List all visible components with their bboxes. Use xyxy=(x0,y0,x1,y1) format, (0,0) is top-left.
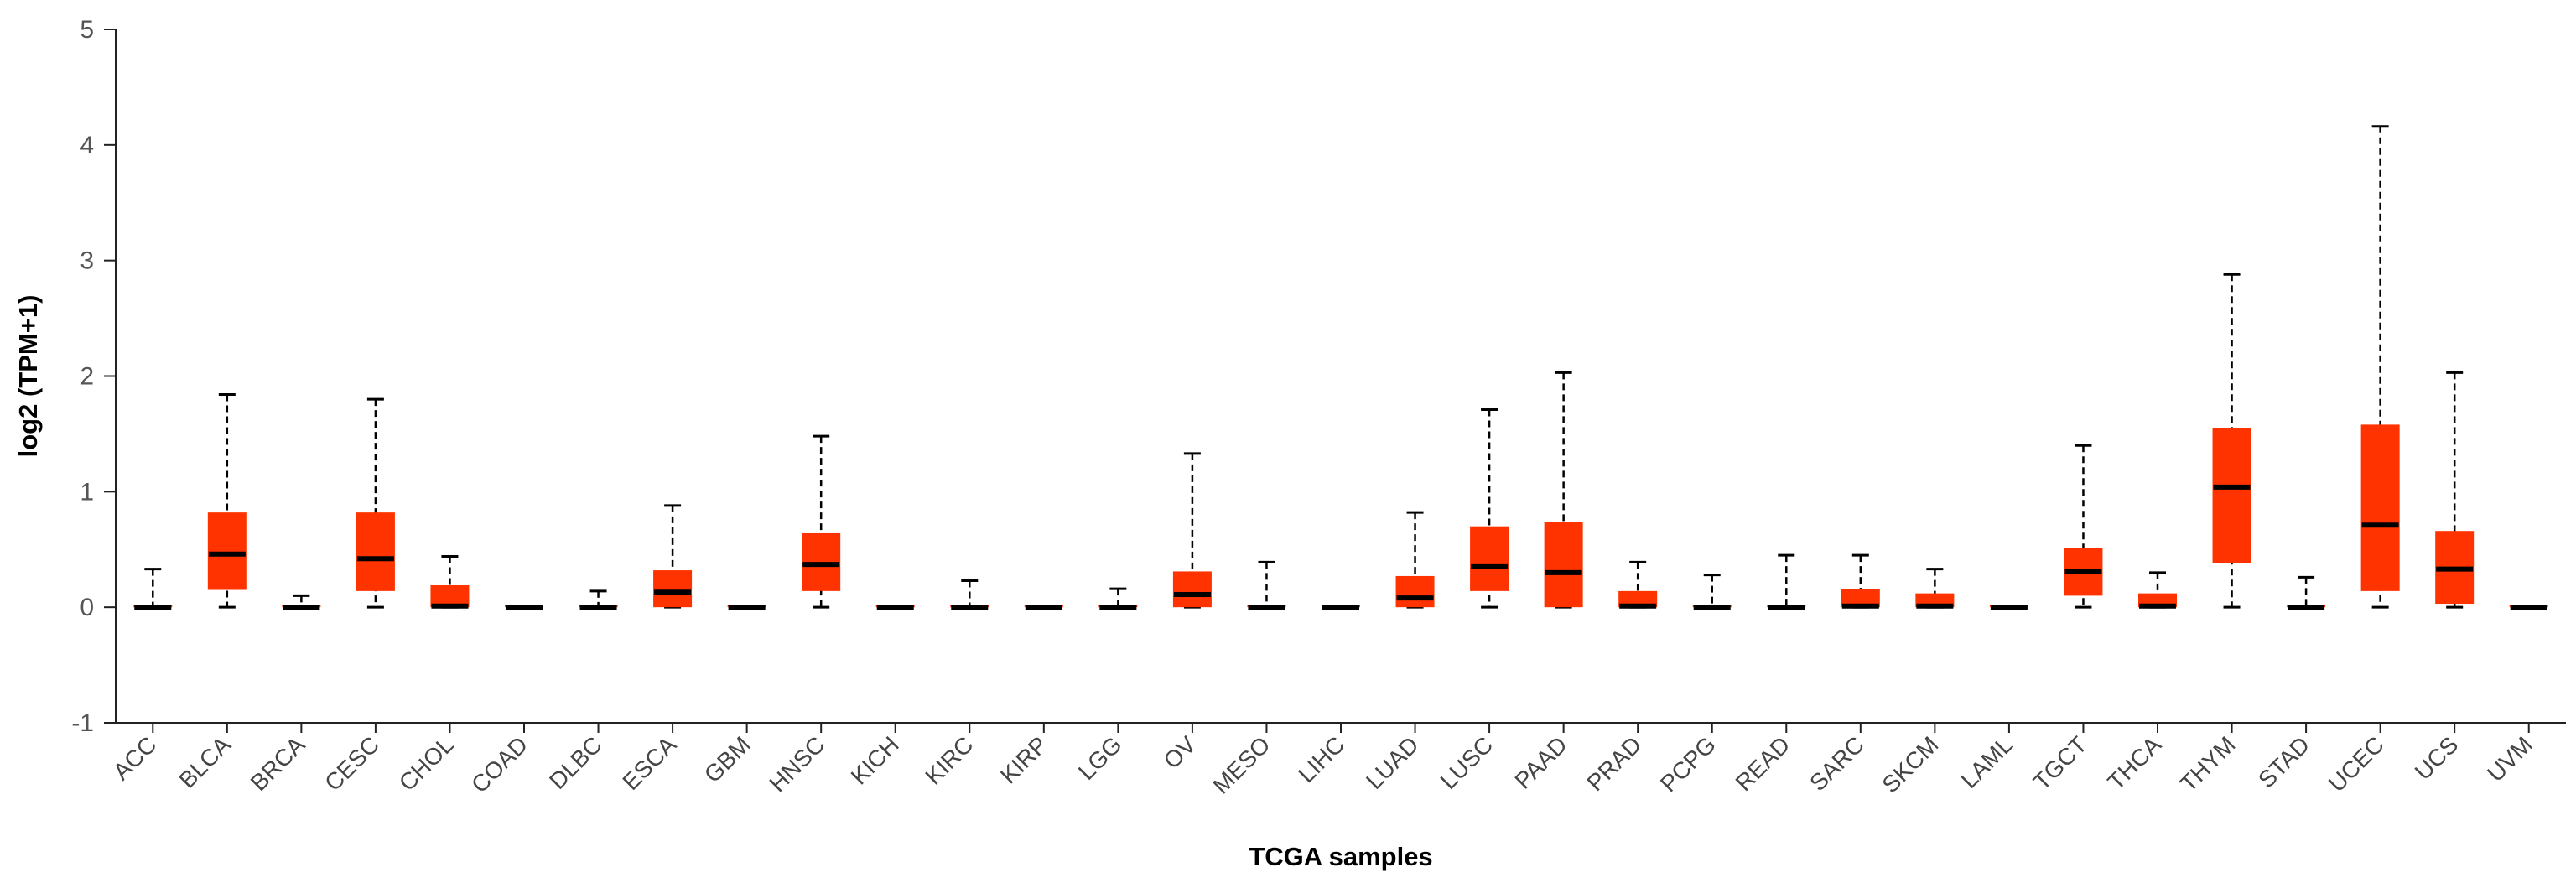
box-ov xyxy=(1172,452,1212,609)
box-rect xyxy=(1395,575,1435,608)
x-tick-label: CESC xyxy=(319,731,384,796)
box-read xyxy=(1767,553,1806,610)
box-stad xyxy=(2287,575,2326,610)
box-kich xyxy=(875,605,915,610)
box-cesc xyxy=(356,397,395,609)
x-tick-label: SARC xyxy=(1805,731,1869,796)
x-tick-label: KIRC xyxy=(920,731,978,789)
x-tick-label: SKCM xyxy=(1877,731,1943,797)
box-uvm xyxy=(2509,605,2548,610)
box-blca xyxy=(207,393,247,609)
box-rect xyxy=(356,512,395,591)
x-tick-label: MESO xyxy=(1208,731,1275,798)
x-tick-label: KICH xyxy=(846,731,904,789)
y-axis-ticks: 5 4 3 2 1 0 -1 xyxy=(71,16,116,737)
box-rect xyxy=(2212,428,2251,563)
x-tick-label: BRCA xyxy=(246,731,310,796)
x-tick-label: UCEC xyxy=(2324,731,2389,797)
y-tick-label: 0 xyxy=(80,594,94,621)
x-tick-label: LGG xyxy=(1073,731,1127,785)
x-tick-label: ESCA xyxy=(617,731,681,795)
box-chol xyxy=(430,555,470,609)
box-lusc xyxy=(1470,408,1509,609)
box-rect xyxy=(207,512,247,590)
box-laml xyxy=(1989,605,2028,610)
box-ucs xyxy=(2435,371,2475,609)
x-tick-label: CHOL xyxy=(394,731,459,796)
box-prad xyxy=(1618,560,1658,609)
box-rect xyxy=(1172,571,1212,608)
x-tick-label: COAD xyxy=(466,731,532,797)
box-thca xyxy=(2138,571,2177,609)
x-tick-label: LUAD xyxy=(1361,731,1424,794)
x-tick-label: GBM xyxy=(699,731,756,787)
x-tick-label: UCS xyxy=(2410,731,2464,785)
box-tgct xyxy=(2064,444,2103,609)
box-rect xyxy=(1841,589,1880,608)
x-tick-label: OV xyxy=(1159,731,1202,774)
box-brca xyxy=(282,594,321,610)
x-tick-label: PCPG xyxy=(1655,731,1721,797)
box-lihc xyxy=(1322,605,1360,610)
box-rect xyxy=(653,570,693,608)
box-rect xyxy=(1470,526,1509,591)
x-tick-label: THCA xyxy=(2102,731,2166,795)
x-tick-label: ACC xyxy=(108,731,162,785)
box-kirp xyxy=(1024,605,1063,610)
x-tick-label: STAD xyxy=(2253,731,2314,792)
box-rect xyxy=(1618,590,1658,608)
x-axis-ticks: ACC BLCA BRCA CESC CHOL COAD DLBC ESCA GBM HNSC KI… xyxy=(108,723,2537,799)
box-pcpg xyxy=(1692,574,1732,610)
box-thym xyxy=(2212,273,2251,609)
box-sarc xyxy=(1841,553,1880,609)
x-tick-label: TGCT xyxy=(2028,731,2092,795)
box-dlbc xyxy=(579,589,618,610)
x-tick-label: PRAD xyxy=(1581,731,1646,796)
box-rect xyxy=(2360,424,2400,591)
box-paad xyxy=(1544,371,1583,609)
box-gbm xyxy=(727,605,766,610)
box-hnsc xyxy=(802,434,841,609)
box-meso xyxy=(1247,560,1286,610)
x-tick-label: HNSC xyxy=(764,731,829,797)
x-tick-label: LAML xyxy=(1956,731,2018,793)
y-tick-label: 5 xyxy=(80,16,94,44)
box-esca xyxy=(653,504,693,609)
box-acc xyxy=(133,568,173,610)
box-kirc xyxy=(950,579,989,610)
y-tick-label: 4 xyxy=(80,132,94,159)
box-coad xyxy=(505,605,543,610)
box-rect xyxy=(1544,522,1583,608)
y-tick-label: 1 xyxy=(80,478,94,506)
x-tick-label: THYM xyxy=(2175,731,2241,797)
y-axis-title: log2 (TPM+1) xyxy=(13,295,43,458)
y-tick-label: 2 xyxy=(80,363,94,391)
box-luad xyxy=(1395,511,1435,609)
y-tick-label: -1 xyxy=(71,709,94,737)
x-tick-label: READ xyxy=(1731,731,1795,796)
x-tick-label: LIHC xyxy=(1293,731,1349,787)
y-tick-label: 3 xyxy=(80,247,94,275)
x-tick-label: PAAD xyxy=(1510,731,1572,793)
box-series xyxy=(133,125,2548,610)
x-tick-label: KIRP xyxy=(995,731,1052,788)
x-tick-label: UVM xyxy=(2482,731,2537,787)
box-skcm xyxy=(1915,568,1955,609)
box-lgg xyxy=(1098,587,1138,610)
x-axis-title: TCGA samples xyxy=(1249,842,1432,871)
x-tick-label: LUSC xyxy=(1436,731,1498,794)
x-tick-label: BLCA xyxy=(174,731,236,793)
box-ucec xyxy=(2360,125,2400,609)
x-tick-label: DLBC xyxy=(544,731,607,794)
